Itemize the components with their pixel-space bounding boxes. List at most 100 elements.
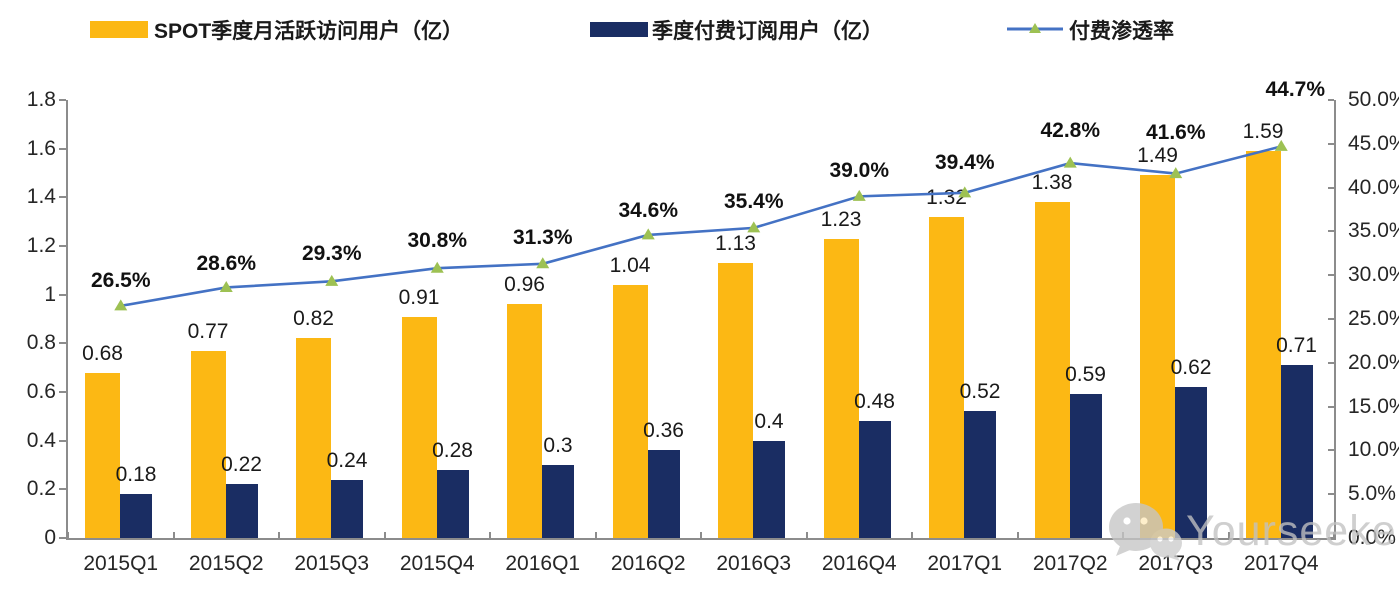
mau-value-label: 0.91 — [398, 285, 440, 309]
left-axis-tick-label: 1.8 — [26, 88, 56, 111]
penetration-value-label: 28.6% — [196, 252, 257, 276]
x-axis-label: 2015Q3 — [294, 552, 370, 575]
x-axis-label: 2016Q3 — [716, 552, 792, 575]
right-axis-tick — [1328, 230, 1334, 233]
mau-value-label: 1.13 — [715, 232, 756, 256]
mau-bar — [507, 304, 542, 538]
right-axis-tick — [1328, 449, 1334, 452]
mau-value-label: 0.77 — [187, 319, 229, 343]
subs-value-label: 0.4 — [754, 409, 784, 433]
left-axis-tick — [59, 439, 66, 442]
x-axis-tick — [278, 532, 280, 538]
x-axis-tick — [1333, 532, 1335, 538]
penetration-marker — [430, 261, 444, 273]
subs-bar — [542, 465, 574, 538]
subs-value-label: 0.62 — [1170, 356, 1212, 380]
x-axis-tick — [1227, 532, 1230, 538]
penetration-marker — [536, 257, 550, 269]
penetration-marker — [1063, 156, 1077, 168]
left-axis-tick — [59, 293, 66, 296]
penetration-value-label: 39.4% — [934, 150, 995, 174]
x-axis-label: 2016Q2 — [610, 552, 686, 575]
x-axis-label: 2015Q2 — [188, 552, 264, 575]
right-axis-tick-label: 50.0% — [1348, 88, 1399, 111]
subs-bar — [225, 484, 258, 538]
left-axis-tick — [59, 342, 66, 345]
subs-value-label: 0.59 — [1065, 363, 1106, 387]
subs-value-label: 0.18 — [115, 463, 157, 487]
x-axis-tick — [1016, 532, 1019, 538]
right-axis-tick — [1328, 186, 1334, 189]
left-axis-tick — [59, 245, 66, 247]
left-axis-tick-label: 1.2 — [26, 234, 56, 257]
left-axis-tick-label: 1.6 — [26, 136, 56, 160]
subs-bar — [858, 421, 891, 538]
right-axis-tick — [1328, 99, 1334, 101]
wechat-icon — [1109, 503, 1182, 561]
mau-bar — [296, 338, 331, 538]
left-axis-tick-label: 0.4 — [26, 428, 56, 452]
penetration-marker — [747, 221, 761, 233]
x-axis-tick — [383, 532, 386, 538]
subs-value-label: 0.22 — [221, 453, 262, 477]
right-axis-tick-label: 45.0% — [1348, 131, 1399, 155]
right-axis-tick-label: 25.0% — [1348, 307, 1399, 330]
subs-bar — [1280, 365, 1313, 538]
subs-value-label: 0.3 — [543, 434, 573, 457]
x-axis-label: 2017Q1 — [927, 552, 1003, 575]
mau-bar — [190, 350, 226, 538]
mau-bar — [401, 316, 437, 538]
penetration-value-label: 26.5% — [90, 268, 151, 292]
x-axis-label: 2015Q4 — [399, 552, 475, 575]
subs-value-label: 0.28 — [432, 438, 473, 462]
subs-legend-label: 季度付费订阅用户（亿） — [652, 20, 883, 43]
right-axis-tick-label: 0.0% — [1348, 526, 1396, 549]
x-axis-tick — [67, 532, 69, 538]
subs-bar — [1175, 387, 1207, 538]
watermark-text: Yourseeker — [1186, 506, 1399, 555]
subs-value-label: 0.52 — [959, 380, 1001, 404]
left-axis-line — [66, 100, 68, 538]
left-axis-tick-label: 0.6 — [26, 380, 56, 403]
watermark: Yourseeker — [1104, 500, 1399, 562]
penetration-value-label: 41.6% — [1145, 120, 1206, 144]
x-axis-tick — [489, 532, 491, 538]
x-axis-label: 2015Q1 — [83, 552, 159, 575]
penetration-legend-label: 付费渗透率 — [1069, 20, 1174, 43]
x-axis-tick — [805, 532, 808, 538]
mau-legend-label: SPOT季度月活跃访问用户（亿） — [154, 20, 464, 43]
left-axis-tick — [59, 196, 66, 199]
mau-bar — [85, 372, 120, 538]
x-axis-label: 2017Q2 — [1032, 552, 1108, 575]
mau-value-label: 1.38 — [1031, 171, 1073, 195]
penetration-value-label: 42.8% — [1040, 119, 1101, 143]
penetration-value-label: 29.3% — [301, 242, 362, 266]
subs-bar — [964, 411, 996, 538]
mau-bar — [929, 216, 964, 538]
left-axis-tick-label: 0 — [44, 526, 56, 549]
subs-bar — [647, 450, 680, 538]
subs-bar — [120, 494, 152, 538]
mau-value-label: 1.59 — [1242, 120, 1284, 144]
right-axis-tick-label: 20.0% — [1348, 350, 1399, 374]
subs-bar — [436, 469, 469, 538]
left-axis-tick-label: 1 — [44, 282, 56, 306]
x-axis-tick — [700, 532, 702, 538]
penetration-marker — [325, 274, 339, 286]
mau-value-label: 1.32 — [926, 185, 967, 209]
subs-value-label: 0.24 — [326, 448, 368, 472]
right-axis-tick — [1328, 537, 1334, 539]
mau-legend-swatch — [90, 21, 148, 38]
penetration-value-label: 31.3% — [512, 225, 573, 249]
x-axis-tick — [172, 532, 175, 538]
right-axis-tick — [1328, 274, 1334, 277]
penetration-value-label: 30.8% — [407, 229, 468, 253]
right-axis-tick-label: 40.0% — [1348, 175, 1399, 199]
left-axis-tick — [59, 537, 66, 539]
x-axis-tick — [911, 532, 913, 538]
penetration-value-label: 39.0% — [829, 159, 890, 183]
mau-value-label: 0.82 — [293, 307, 334, 331]
right-axis-tick — [1328, 493, 1334, 496]
x-axis-tick — [594, 532, 597, 538]
